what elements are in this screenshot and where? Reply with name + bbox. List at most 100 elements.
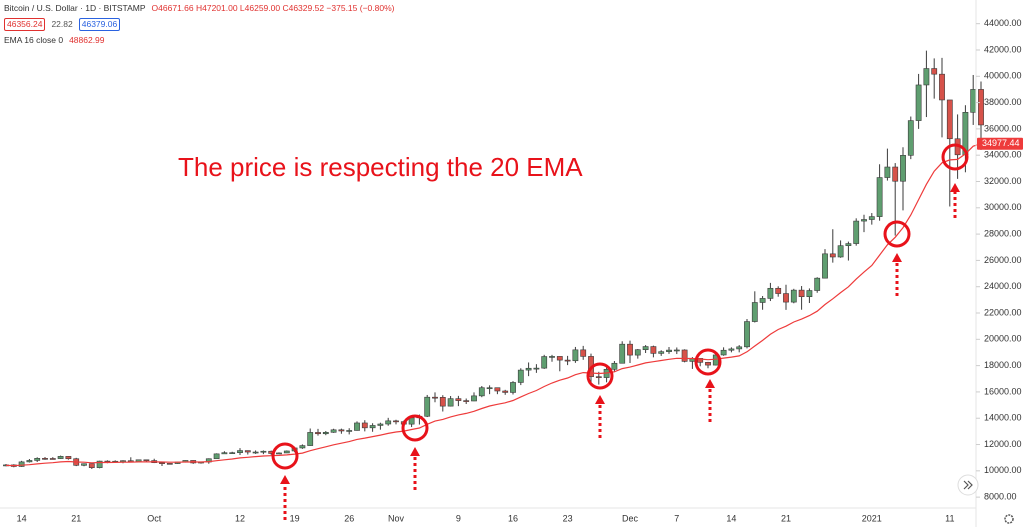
candle-body <box>283 450 290 454</box>
price-tag-bg <box>977 137 1023 150</box>
arrow-head <box>950 183 960 192</box>
y-tick-label: 40000.00 <box>984 71 1022 81</box>
x-tick-label: 14 <box>17 513 27 523</box>
candle-body <box>876 177 883 217</box>
candle-body <box>213 453 220 460</box>
candle-body <box>595 376 602 378</box>
x-tick-label: 9 <box>456 513 461 523</box>
settings-icon[interactable] <box>1004 514 1014 524</box>
annotation-text: The price is respecting the 20 EMA <box>178 152 583 182</box>
candle-body <box>931 68 938 75</box>
candle-body <box>845 243 852 246</box>
candle-body <box>900 155 906 182</box>
legend-row: Bitcoin / U.S. Dollar · 1D · BITSTAMP O4… <box>4 3 394 13</box>
candle-body <box>970 89 977 113</box>
candle-body <box>221 452 228 455</box>
x-tick-label: 2021 <box>862 513 882 523</box>
candle-body <box>744 321 750 348</box>
ema-line <box>5 143 982 467</box>
candle-body <box>541 356 548 369</box>
arrow-head <box>595 395 605 404</box>
candle-body <box>915 84 922 121</box>
ask[interactable]: 46379.06 <box>78 18 121 31</box>
candle-body <box>642 346 649 351</box>
ohlc: O46671.66 H47201.00 L46259.00 C46329.52 … <box>151 3 395 13</box>
spread: 22.82 <box>51 19 73 29</box>
plot <box>3 50 984 469</box>
highlight-circle <box>941 143 969 171</box>
candle-body <box>939 73 945 101</box>
x-tick-label: 12 <box>235 513 245 523</box>
candle-body <box>517 369 524 383</box>
candle-body <box>478 387 485 397</box>
candle-body <box>673 349 680 352</box>
candle-body <box>34 458 41 461</box>
candle-body <box>57 456 64 459</box>
candle-body <box>377 423 384 426</box>
x-tick-label: 16 <box>508 513 518 523</box>
y-tick-label: 44000.00 <box>984 18 1022 28</box>
y-tick-label: 18000.00 <box>984 360 1022 370</box>
candle-body <box>252 451 259 454</box>
candle-body <box>790 289 797 303</box>
arrow-head <box>280 475 290 484</box>
candle-body <box>861 219 867 222</box>
x-tick-label: 21 <box>71 513 81 523</box>
y-tick-label: 14000.00 <box>984 413 1022 423</box>
symbol: Bitcoin / U.S. Dollar · 1D · BITSTAMP <box>4 3 146 13</box>
candle-body <box>946 99 953 140</box>
candle-body <box>502 390 509 393</box>
candle-body <box>330 429 337 433</box>
candle-body <box>455 398 462 401</box>
candle-body <box>627 343 633 356</box>
x-tick-label: 26 <box>344 513 354 523</box>
candle-body <box>564 359 571 362</box>
candle-body <box>338 429 345 432</box>
candle-body <box>361 422 368 429</box>
candle-body <box>237 450 243 453</box>
candle-body <box>572 349 579 362</box>
quote-row: 46356.24 22.82 46379.06 <box>4 18 121 31</box>
y-tick-label: 28000.00 <box>984 228 1022 238</box>
candle-body <box>892 166 899 182</box>
highlight-circle <box>694 348 722 376</box>
candle-body <box>120 460 126 463</box>
candle-body <box>486 387 493 390</box>
candle-body <box>159 462 165 464</box>
bid[interactable]: 46356.24 <box>4 18 46 31</box>
candle-body <box>767 287 774 299</box>
candle-body <box>354 422 360 431</box>
candle-body <box>96 460 103 468</box>
annotations <box>271 143 969 520</box>
x-tick-label: 21 <box>781 513 791 523</box>
candle-body <box>751 302 758 322</box>
candle-body <box>65 456 72 460</box>
candle-body <box>88 463 95 468</box>
candle-body <box>463 400 470 402</box>
candle-body <box>728 348 735 351</box>
arrow-head <box>892 253 902 262</box>
candle-body <box>424 396 431 417</box>
candle-body <box>393 420 399 423</box>
y-tick-label: 30000.00 <box>984 202 1022 212</box>
x-tick-label: 7 <box>674 513 679 523</box>
candle-body <box>619 343 626 364</box>
candle-body <box>806 290 813 298</box>
candle-body <box>26 460 33 463</box>
candle-body <box>666 349 672 352</box>
y-tick-label: 38000.00 <box>984 97 1022 107</box>
price-tag: 34977.44 <box>982 138 1020 148</box>
candle-body <box>853 220 860 244</box>
candle-body <box>720 349 727 356</box>
candle-body <box>18 461 25 467</box>
candle-body <box>322 431 329 435</box>
indicator-name: EMA 16 close 0 <box>4 35 64 45</box>
candle-body <box>307 432 314 446</box>
candle-body <box>260 450 267 453</box>
candle-body <box>143 459 150 462</box>
candle-body <box>166 463 173 465</box>
x-tick-label: Dec <box>622 513 639 523</box>
candle-body <box>81 463 87 466</box>
